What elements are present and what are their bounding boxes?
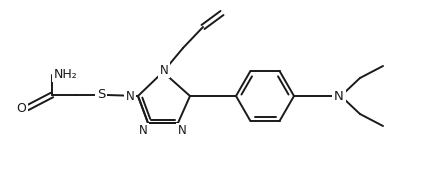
Text: N: N bbox=[126, 90, 134, 104]
Text: N: N bbox=[178, 125, 186, 138]
Text: N: N bbox=[160, 64, 169, 77]
Text: O: O bbox=[16, 102, 26, 115]
Text: S: S bbox=[97, 87, 105, 100]
Text: NH₂: NH₂ bbox=[54, 68, 78, 81]
Text: N: N bbox=[334, 89, 344, 102]
Text: N: N bbox=[138, 125, 147, 138]
